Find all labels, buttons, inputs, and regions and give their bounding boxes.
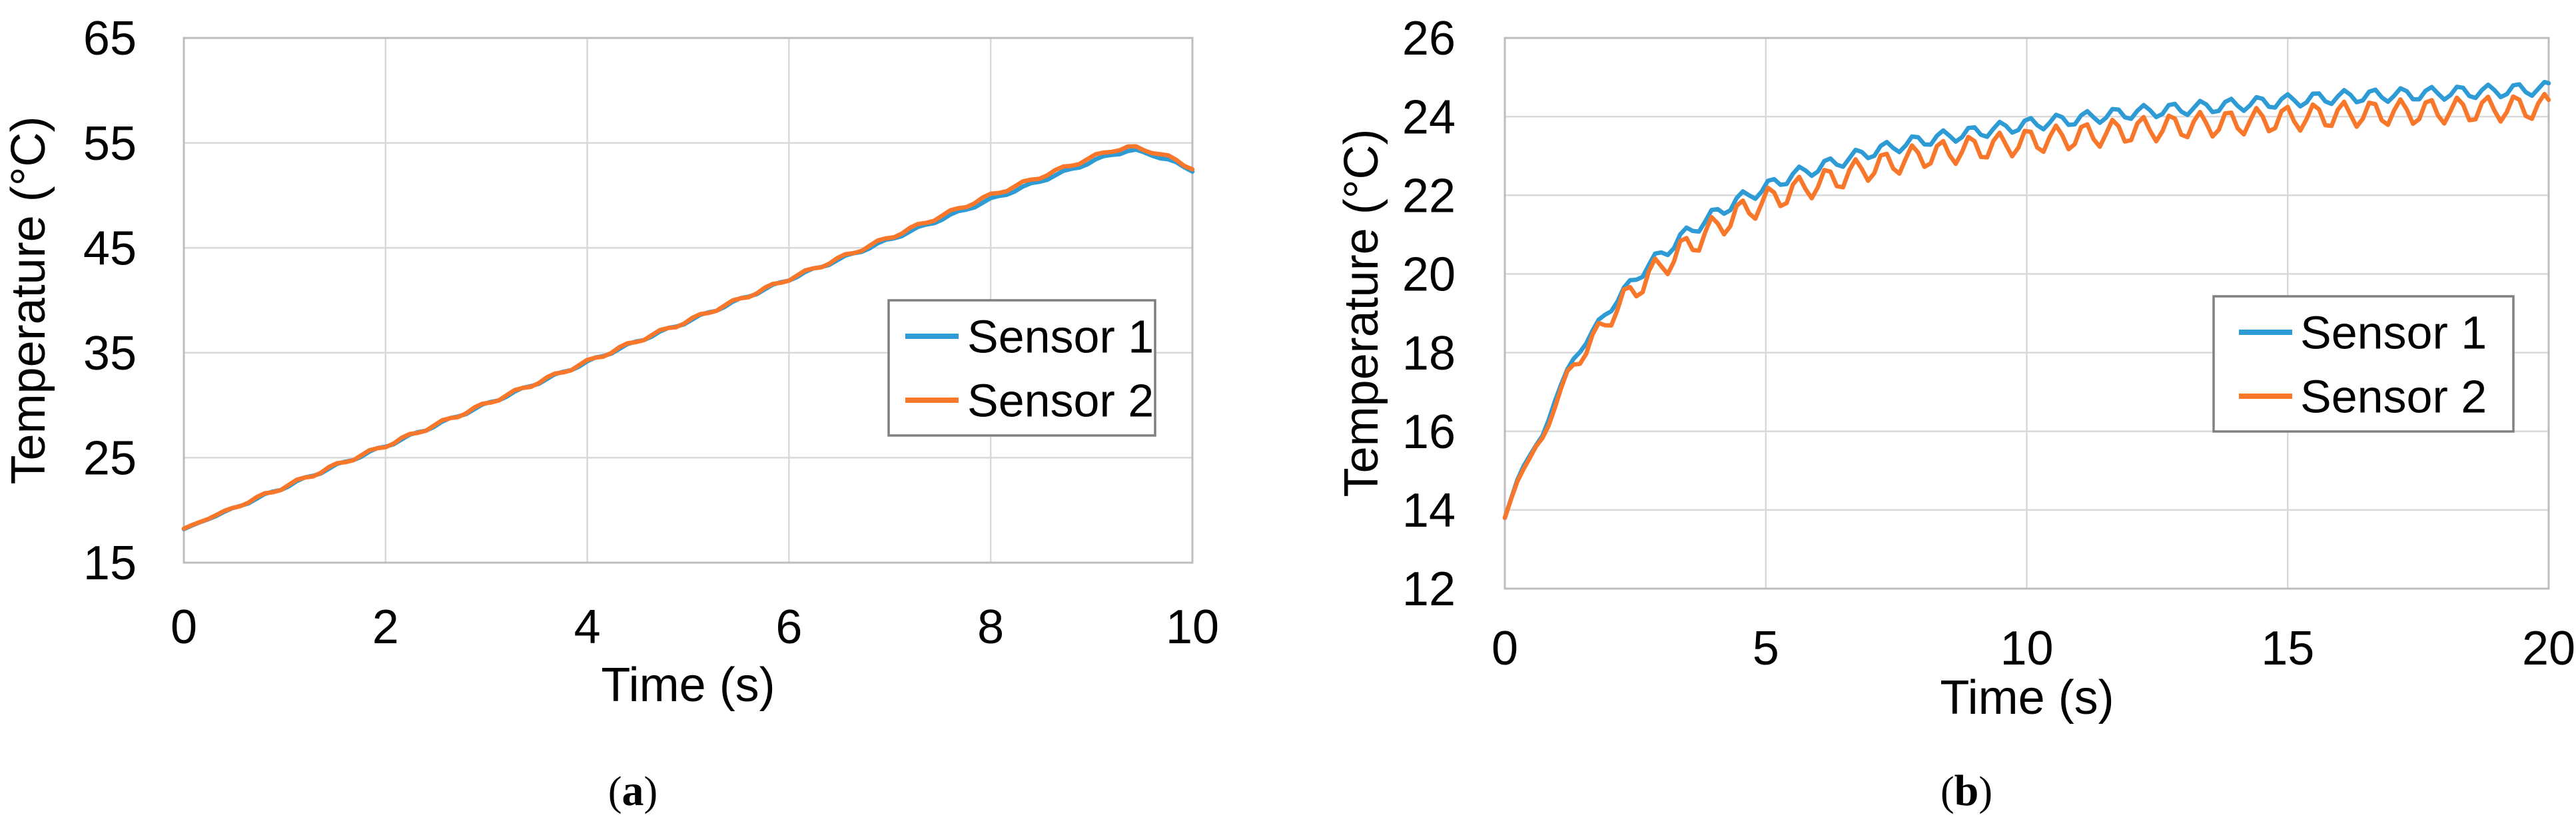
caption-a-close-paren: ) — [644, 769, 658, 814]
x-axis-title: Time (s) — [601, 659, 775, 712]
y-tick-label: 45 — [83, 222, 137, 275]
legend-label: Sensor 2 — [967, 375, 1154, 427]
legend-box — [887, 299, 1156, 437]
legend-label: Sensor 1 — [967, 311, 1154, 363]
y-tick-label: 18 — [1402, 327, 1456, 380]
y-axis-title: Temperature (°C) — [2, 117, 55, 485]
y-tick-label: 55 — [83, 117, 137, 170]
y-tick-label: 14 — [1402, 484, 1456, 537]
x-tick-label: 15 — [2261, 622, 2314, 675]
legend-label: Sensor 2 — [2300, 371, 2487, 423]
y-tick-label: 24 — [1402, 91, 1456, 144]
y-axis-title: Temperature (°C) — [1335, 129, 1388, 497]
x-tick-label: 8 — [977, 601, 1004, 654]
y-tick-label: 26 — [1402, 12, 1456, 65]
caption-a-open-paren: ( — [608, 769, 622, 814]
x-tick-label: 2 — [372, 601, 399, 654]
x-axis-title: Time (s) — [1940, 671, 2114, 724]
caption-b: (b) — [1940, 766, 1992, 816]
y-tick-label: 22 — [1402, 169, 1456, 222]
legend-label: Sensor 1 — [2300, 307, 2487, 359]
plot-border — [183, 37, 1194, 564]
plot-border — [1503, 37, 2550, 590]
x-tick-label: 6 — [775, 601, 802, 654]
y-tick-label: 12 — [1402, 563, 1456, 616]
caption-a: (a) — [608, 766, 657, 816]
caption-b-open-paren: ( — [1940, 769, 1954, 814]
series-line-sensor-2 — [181, 144, 1195, 531]
x-tick-label: 0 — [1492, 622, 1518, 675]
y-tick-label: 15 — [83, 537, 137, 590]
y-tick-label: 20 — [1402, 248, 1456, 302]
caption-a-letter: a — [622, 766, 644, 815]
legend-box — [2212, 295, 2515, 433]
series-line-sensor-2 — [1502, 91, 2551, 520]
caption-b-close-paren: ) — [1978, 769, 1993, 814]
y-tick-label: 16 — [1402, 406, 1456, 459]
y-tick-label: 35 — [83, 327, 137, 380]
y-tick-label: 65 — [83, 12, 137, 65]
chart-panel-a: 15 25 35 45 55 65 0 2 4 6 8 10 Time (s) Temperature (… — [2, 12, 1219, 712]
x-tick-label: 10 — [2000, 622, 2053, 675]
series-line-sensor-1 — [1502, 79, 2551, 520]
x-tick-label: 4 — [574, 601, 601, 654]
chart-panel-b: 12 14 16 18 20 22 24 26 0 5 10 15 20 Time (s) Temperat… — [1335, 12, 2575, 724]
x-tick-label: 20 — [2522, 622, 2575, 675]
caption-b-letter: b — [1954, 766, 1979, 815]
x-tick-label: 10 — [1166, 601, 1219, 654]
x-tick-label: 0 — [171, 601, 197, 654]
y-tick-label: 25 — [83, 432, 137, 485]
x-tick-label: 5 — [1753, 622, 1779, 675]
